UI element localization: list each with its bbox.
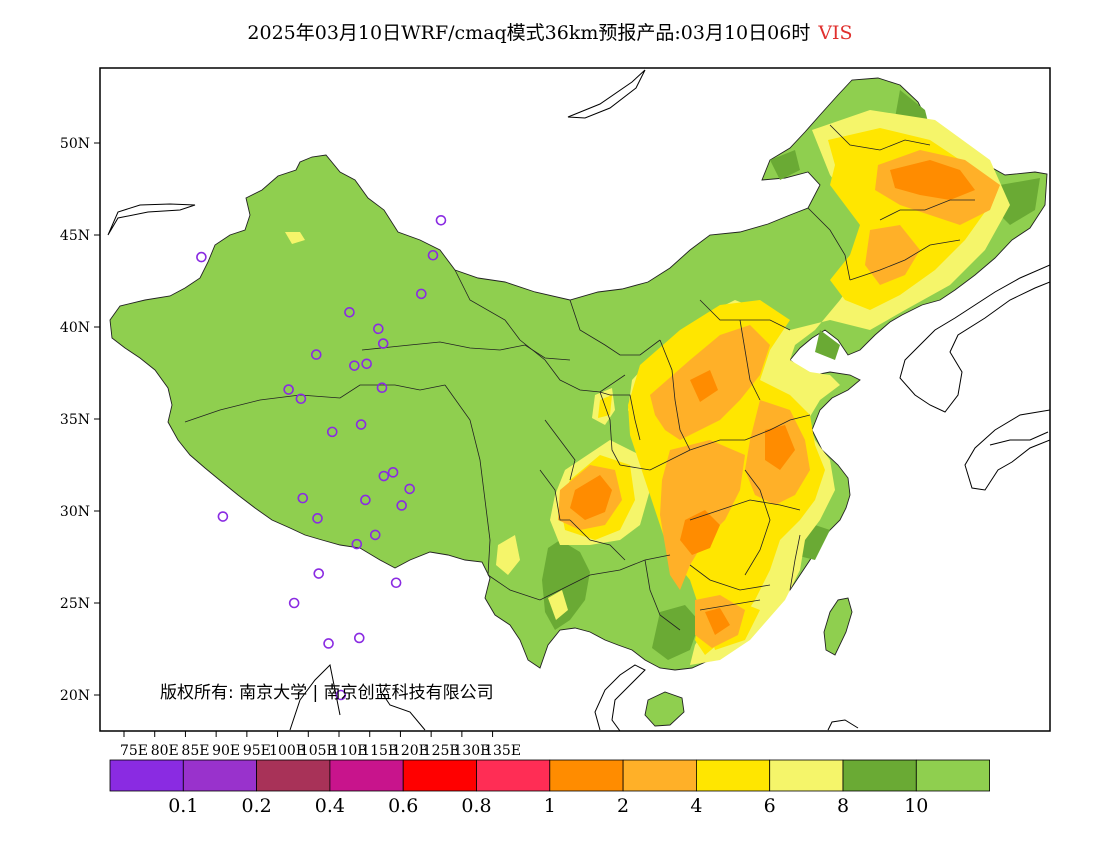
station-marker [323, 638, 334, 649]
lon-tick-label: 75E [120, 743, 148, 759]
title-variable: VIS [818, 22, 853, 44]
station-marker [326, 426, 338, 438]
legend-label: 0.6 [388, 795, 418, 817]
lat-tick-label: 30N [60, 504, 90, 520]
lon-tick-label: 115E [361, 743, 398, 759]
legend-label: 8 [837, 795, 849, 817]
legend-label: 0.1 [168, 795, 198, 817]
station-marker [312, 513, 323, 524]
lon-tick-label: 85E [181, 743, 209, 759]
station-marker [217, 511, 229, 522]
station-marker [390, 577, 402, 589]
station-marker [349, 360, 360, 371]
legend-label: 0.4 [315, 795, 345, 817]
station-marker [297, 492, 309, 504]
station-marker [435, 214, 447, 226]
station-markers [196, 214, 447, 701]
legend-label: 0.2 [241, 795, 271, 817]
lon-tick-label: 95E [243, 743, 271, 759]
lon-tick-label: 125E [423, 743, 460, 759]
lat-tick-label: 40N [60, 320, 90, 336]
station-marker [295, 393, 307, 405]
map-area [107, 69, 1050, 731]
station-marker [196, 251, 207, 263]
station-marker [387, 467, 399, 478]
legend-swatch [915, 759, 990, 792]
lon-tick-label: 135E [484, 743, 521, 759]
station-marker [344, 306, 355, 318]
legend-swatch [769, 759, 844, 792]
station-marker [313, 568, 325, 579]
lon-tick-label: 105E [300, 743, 337, 759]
lon-tick-label: 80E [151, 743, 179, 759]
legend-swatch [329, 759, 404, 792]
lat-tick-label: 35N [60, 412, 90, 428]
station-marker [335, 689, 347, 701]
lon-tick-label: 110E [331, 743, 368, 759]
station-marker [355, 419, 367, 430]
copyright-text: 版权所有: 南京大学 | 南京创蓝科技有限公司 [160, 683, 494, 703]
station-marker [376, 382, 388, 394]
map-title: 2025年03月10日WRF/cmaq模式36km预报产品:03月10日06时 V… [0, 18, 1100, 45]
legend-label: 10 [904, 795, 928, 817]
station-marker [378, 470, 390, 482]
legend-swatch [842, 759, 917, 792]
legend-swatch [402, 759, 477, 792]
latitude-axis: 50N 45N 40N 35N 30N 25N 20N [60, 136, 100, 704]
lat-tick-label: 25N [60, 596, 90, 612]
legend-swatch [109, 759, 184, 792]
taiwan [823, 597, 853, 656]
station-marker [360, 494, 371, 506]
station-marker [351, 538, 363, 550]
station-marker [416, 288, 427, 300]
station-marker [288, 597, 300, 609]
station-marker [369, 529, 381, 541]
lon-tick-label: 100E [269, 743, 306, 759]
legend-label: 1 [544, 795, 556, 817]
lat-tick-label: 20N [60, 688, 90, 704]
title-text: 2025年03月10日WRF/cmaq模式36km预报产品:03月10日06时 [247, 22, 811, 44]
vis-1-2-patches [570, 160, 975, 635]
legend-swatch [696, 759, 771, 792]
legend-label: 6 [764, 795, 776, 817]
legend-swatch [622, 759, 697, 792]
lon-tick-label: 90E [212, 743, 240, 759]
legend-swatch [256, 759, 331, 792]
legend-swatch [476, 759, 551, 792]
lon-tick-label: 130E [453, 743, 490, 759]
station-marker [310, 349, 322, 360]
station-marker [373, 323, 384, 335]
legend-label: 2 [617, 795, 629, 817]
legend-swatch [182, 759, 258, 792]
province-boundaries [184, 124, 975, 631]
map-frame [99, 67, 1051, 732]
hainan [644, 691, 685, 727]
lat-tick-label: 45N [60, 228, 90, 244]
lat-tick-label: 50N [60, 136, 90, 152]
station-marker [353, 632, 365, 644]
legend-label: 4 [690, 795, 702, 817]
station-marker [427, 249, 439, 261]
station-marker [361, 358, 372, 370]
legend-label: 0.8 [461, 795, 491, 817]
station-marker [404, 483, 415, 495]
station-marker [396, 500, 407, 511]
station-marker [377, 338, 389, 349]
station-marker [283, 384, 294, 395]
colorbar-legend: 0.1 0.2 0.4 0.6 0.8 1 2 4 6 8 10 [109, 759, 990, 817]
lon-tick-label: 120E [392, 743, 429, 759]
legend-swatch [549, 759, 624, 792]
longitude-axis: 75E 80E 85E 90E 95E100E105E110E115E120E125E1… [120, 731, 521, 759]
